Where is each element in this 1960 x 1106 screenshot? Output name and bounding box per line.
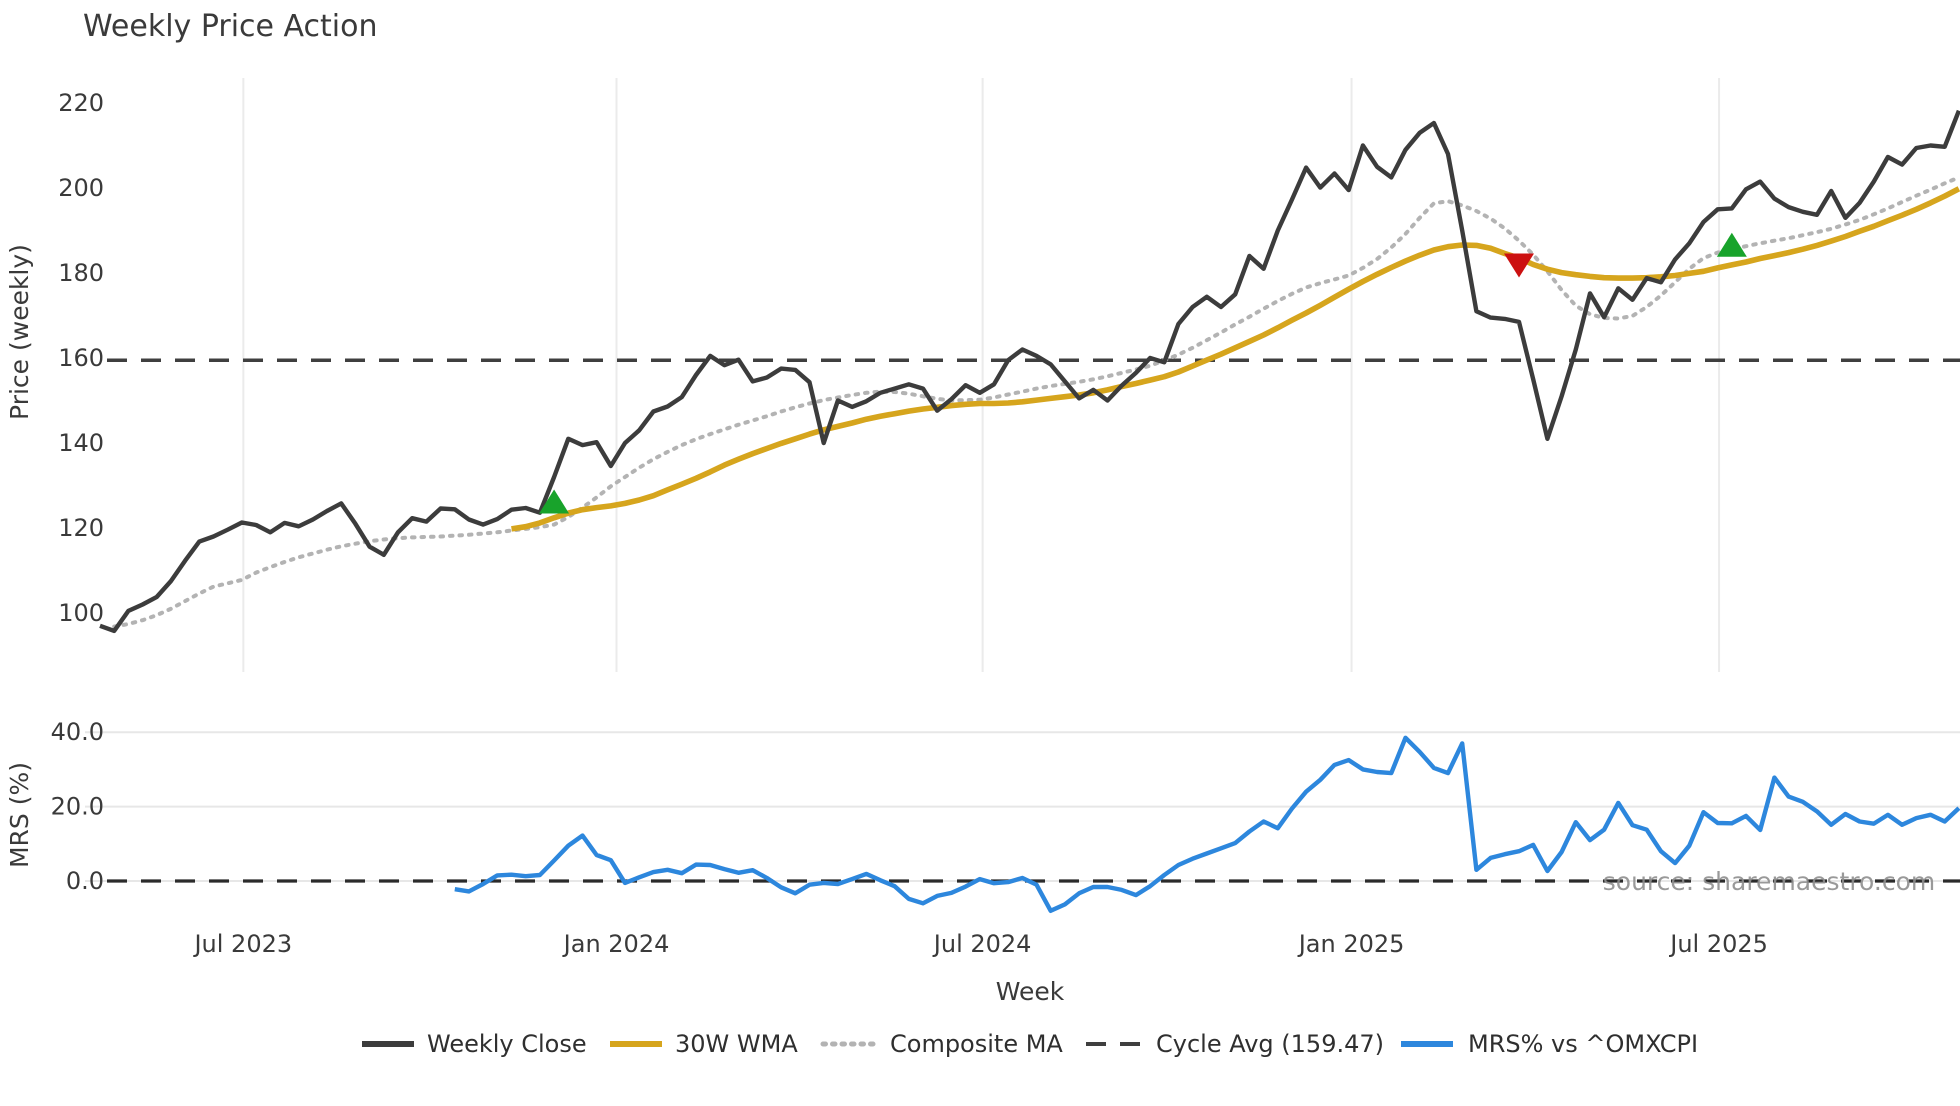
tick-labels-layer: 220 200 180 160 140 120 100 40.0 20.0 0.0 Jul 2023… [51,89,1768,958]
gridlines-layer [85,78,1960,883]
sell-signal-marker [1504,253,1534,278]
wma-30w-line [511,186,1960,532]
price-tick-label: 140 [58,429,104,457]
legend-label-cycle-avg: Cycle Avg (159.47) [1156,1030,1384,1058]
price-y-axis-label: Price (weekly) [5,244,34,420]
mrs-line [454,735,1960,913]
price-tick-label: 200 [58,174,104,202]
watermark: source: sharemaestro.com [1603,867,1936,896]
price-tick-label: 160 [58,344,104,372]
price-tick-label: 100 [58,599,104,627]
x-tick-label: Jul 2025 [1668,930,1768,958]
composite-ma-line [112,175,1960,629]
legend-label-30w-wma: 30W WMA [675,1030,798,1058]
chart-title: Weekly Price Action [83,9,378,44]
x-tick-label: Jan 2024 [562,930,670,958]
x-tick-label: Jan 2025 [1297,930,1405,958]
mrs-tick-label: 40.0 [51,718,104,746]
x-tick-label: Jul 2023 [192,930,292,958]
price-tick-label: 120 [58,514,104,542]
series-layer [99,109,1960,913]
mrs-tick-label: 20.0 [51,793,104,821]
buy-signal-marker [1716,232,1747,257]
buy-signal-marker [539,489,570,514]
mrs-tick-label: 0.0 [66,867,104,895]
weekly-close-line [99,109,1960,634]
price-tick-label: 220 [58,89,104,117]
x-axis-label: Week [996,977,1065,1006]
legend-label-composite-ma: Composite MA [890,1030,1063,1058]
legend-label-mrs: MRS% vs ^OMXCPI [1468,1030,1698,1058]
x-tick-label: Jul 2024 [932,930,1032,958]
price-tick-label: 180 [58,259,104,287]
legend-label-weekly-close: Weekly Close [427,1030,587,1058]
legend: Weekly Close 30W WMA Composite MA Cycle … [362,1030,1698,1058]
mrs-y-axis-label: MRS (%) [5,762,34,868]
